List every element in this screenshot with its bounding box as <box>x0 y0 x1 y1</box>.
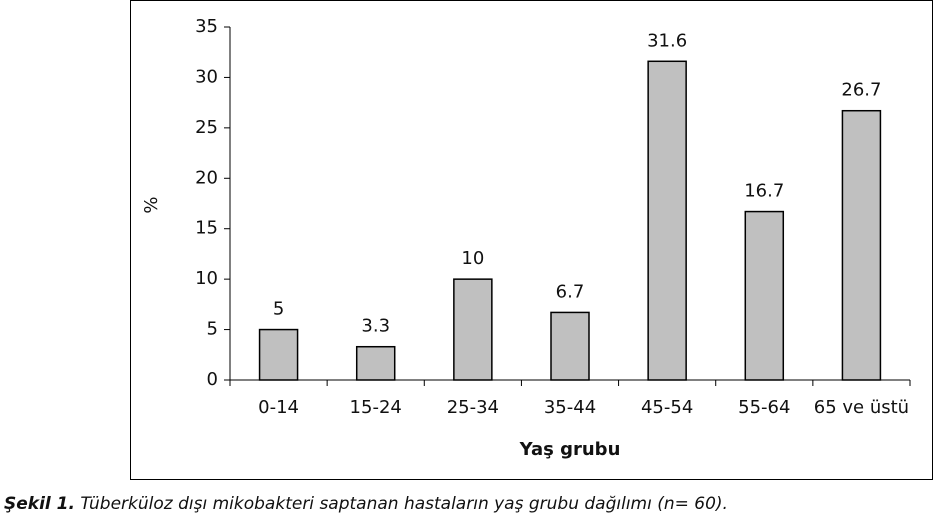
bar <box>744 210 785 381</box>
data-label: 5 <box>273 299 284 320</box>
y-tick-label: 0 <box>207 369 218 390</box>
data-label: 16.7 <box>744 181 784 202</box>
y-axis-label: % <box>141 196 162 213</box>
chart: % Yaş grubu 0 5 10 15 20 25 30 35 0-14 5 15-24 3.3 2… <box>130 0 933 480</box>
data-label: 3.3 <box>361 316 390 337</box>
data-label: 10 <box>461 248 484 269</box>
y-tick-label: 15 <box>195 218 218 239</box>
y-tick-label: 10 <box>195 268 218 289</box>
y-tick-label: 35 <box>195 16 218 37</box>
caption-text: Tüberküloz dışı mikobakteri saptanan has… <box>80 494 728 514</box>
x-tick-label: 55-64 <box>738 397 790 418</box>
bar <box>355 345 396 381</box>
bar <box>647 60 687 381</box>
y-tick-label: 5 <box>207 319 218 340</box>
y-tick-label: 30 <box>195 66 218 87</box>
data-label: 6.7 <box>556 281 585 302</box>
bar <box>453 278 493 381</box>
bar <box>258 328 299 381</box>
x-tick-label: 0-14 <box>258 397 299 418</box>
x-tick-label: 15-24 <box>350 397 402 418</box>
data-label: 26.7 <box>841 80 881 101</box>
x-tick-label: 45-54 <box>641 397 693 418</box>
x-tick-label: 35-44 <box>544 397 596 418</box>
x-tick-label: 25-34 <box>447 397 499 418</box>
y-tick-label: 20 <box>195 167 218 188</box>
caption-label: Şekil 1. <box>4 494 75 514</box>
y-tick-label: 25 <box>195 117 218 138</box>
bar <box>550 311 590 381</box>
x-tick-label: 65 ve üstü <box>814 397 909 418</box>
caption: Şekil 1. Tüberküloz dışı mikobakteri sap… <box>4 494 728 514</box>
data-label: 31.6 <box>647 30 687 51</box>
bar <box>841 109 882 381</box>
chart-frame <box>130 0 933 480</box>
x-axis-label: Yaş grubu <box>519 439 621 460</box>
